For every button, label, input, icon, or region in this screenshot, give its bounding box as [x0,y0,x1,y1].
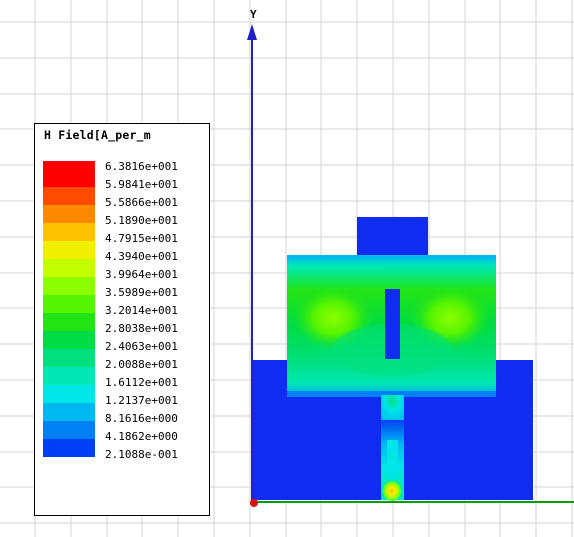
feed-hotspot [382,479,402,501]
legend-value: 1.6112e+001 [105,376,178,389]
legend-value: 3.9964e+001 [105,268,178,281]
legend-row: 1.6112e+001 [43,376,213,403]
legend-row: 3.9964e+001 [43,268,213,295]
y-axis-arrow-icon [247,24,257,40]
legend-row: 5.5866e+001 [43,196,213,223]
legend-swatch [43,313,95,331]
legend-value: 4.7915e+001 [105,232,178,245]
legend-row: 4.1862e+000 [43,430,213,457]
legend-row: 4.7915e+001 [43,232,213,259]
legend-swatch [43,367,95,385]
legend-value: 3.5989e+001 [105,286,178,299]
legend-swatch [43,161,95,187]
legend-value: 5.9841e+001 [105,178,178,191]
legend-row: 3.5989e+001 [43,286,213,313]
legend-row: 2.4063e+001 [43,340,213,367]
legend-row: 2.1088e-001 [43,448,213,467]
legend-value: 1.2137e+001 [105,394,178,407]
legend-row: 5.9841e+001 [43,178,213,205]
legend-value: 8.1616e+000 [105,412,178,425]
top-tab [357,217,428,255]
origin-marker-icon [250,499,258,507]
patch-edge-top [287,255,496,259]
legend-title: H Field[A_per_m [44,128,151,142]
legend-swatch [43,349,95,367]
legend-swatch [43,259,95,277]
legend-swatch [43,223,95,241]
legend-swatch [43,187,95,205]
legend-swatch [43,385,95,403]
legend-row: 3.2014e+001 [43,304,213,331]
legend-row: 6.3816e+001 [43,160,213,187]
legend-swatch [43,295,95,313]
legend-row: 1.2137e+001 [43,394,213,421]
y-axis-label: Y [250,8,257,21]
center-slot [385,289,400,359]
legend-scale: 6.3816e+001 5.9841e+001 5.5866e+001 5.1890e… [43,160,213,467]
legend-row: 2.0088e+001 [43,358,213,385]
legend-value: 5.1890e+001 [105,214,178,227]
antenna-geometry [251,217,533,501]
legend-value: 2.0088e+001 [105,358,178,371]
legend-value: 4.1862e+000 [105,430,178,443]
legend-value: 3.2014e+001 [105,304,178,317]
legend-swatch [43,205,95,223]
legend-swatch [43,403,95,421]
legend-value: 2.4063e+001 [105,340,178,353]
legend-value: 5.5866e+001 [105,196,178,209]
legend-swatch [43,241,95,259]
legend-swatch [43,439,95,457]
legend-swatch [43,277,95,295]
feed-neck [381,395,404,425]
legend-row: 5.1890e+001 [43,214,213,241]
legend-row: 8.1616e+000 [43,412,213,439]
legend-swatch [43,331,95,349]
legend-value: 2.8038e+001 [105,322,178,335]
legend-row: 2.8038e+001 [43,322,213,349]
legend-value: 4.3940e+001 [105,250,178,263]
legend-value: 2.1088e-001 [105,448,178,461]
legend-value: 6.3816e+001 [105,160,178,173]
patch-edge-bottom [287,391,496,397]
legend-swatch [43,421,95,439]
color-legend[interactable]: H Field[A_per_m 6.3816e+001 5.9841e+001 5.… [34,123,210,516]
legend-row: 4.3940e+001 [43,250,213,277]
feed-stem-core [387,440,398,485]
